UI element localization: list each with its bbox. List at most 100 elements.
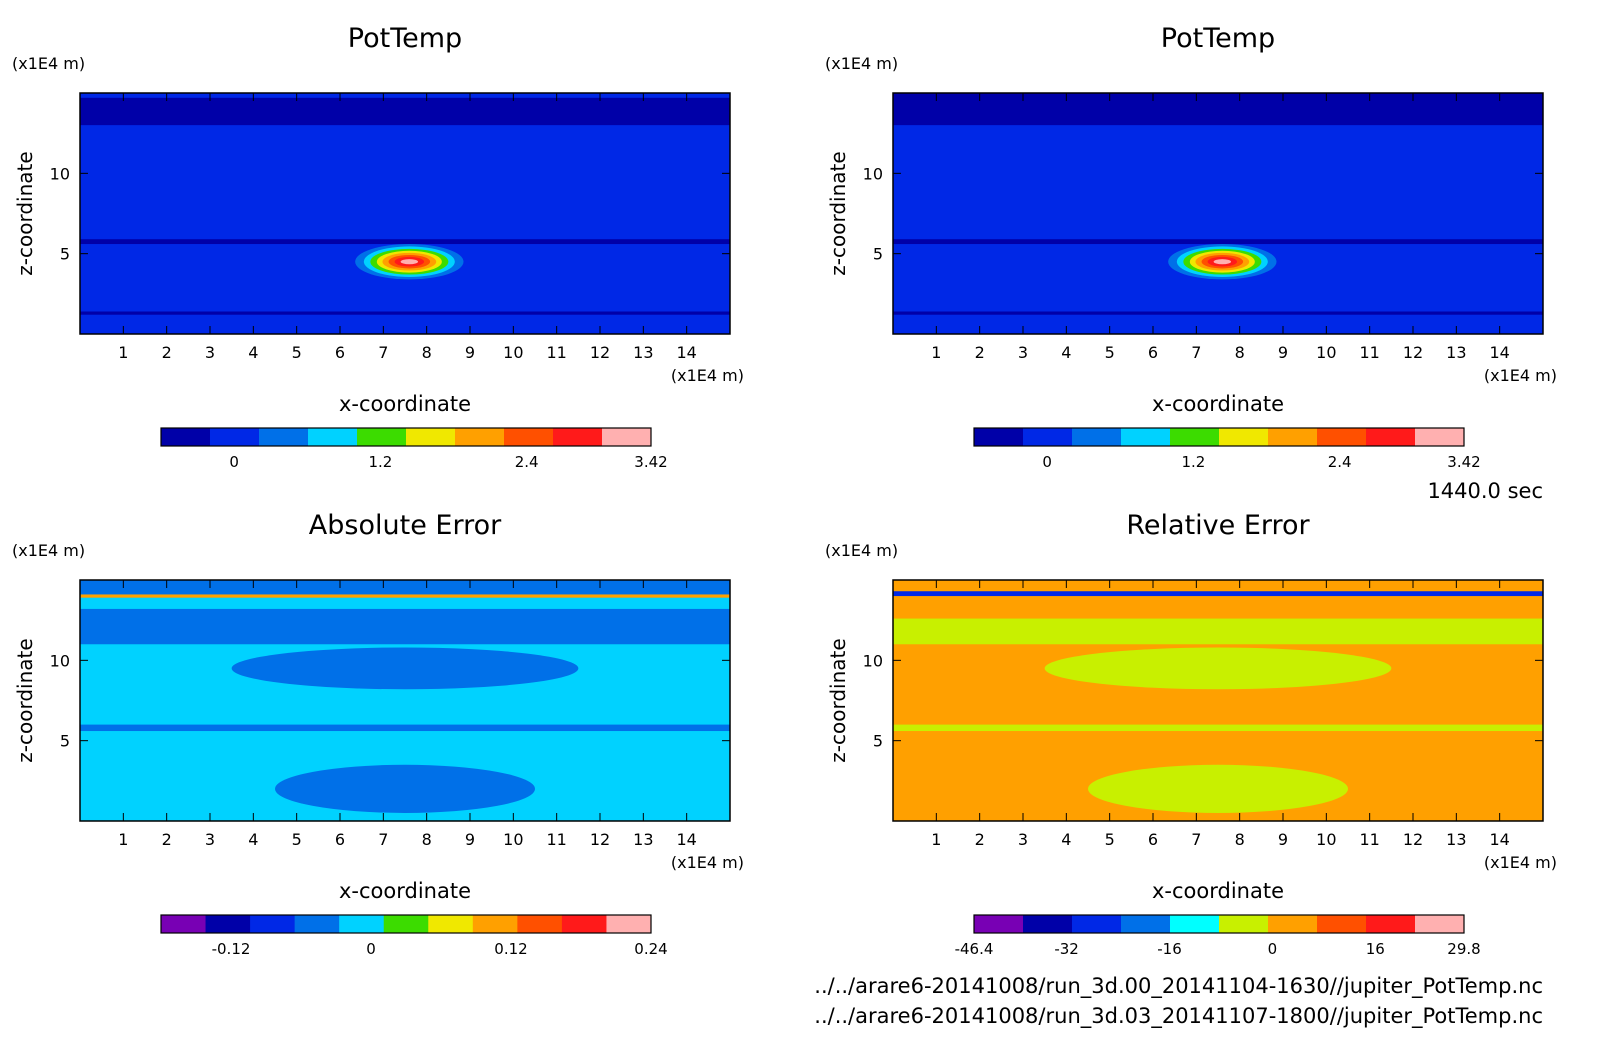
x-tick-label: 7 — [378, 343, 388, 362]
x-tick-label: 6 — [335, 343, 345, 362]
x-tick-label: 4 — [1061, 830, 1071, 849]
colorbar-swatch — [250, 915, 296, 933]
colorbar-swatch — [602, 428, 652, 446]
x-tick-label: 5 — [292, 343, 302, 362]
heatmap-band-2 — [893, 618, 1543, 645]
heatmap-region-2 — [1127, 694, 1318, 717]
x-tick-label: 4 — [1061, 343, 1071, 362]
x-tick-label: 12 — [1403, 830, 1423, 849]
heatmap-band-1 — [893, 591, 1543, 597]
x-tick-label: 11 — [1359, 343, 1379, 362]
x-tick-label: 8 — [1235, 830, 1245, 849]
colorbar-tick-label: -0.12 — [212, 940, 251, 958]
colorbar-swatch — [428, 915, 474, 933]
colorbar-tick-label: -16 — [1157, 940, 1182, 958]
colorbar-tick-label: -32 — [1054, 940, 1079, 958]
x-tick-label: 3 — [1018, 343, 1028, 362]
x-unit-label: (x1E4 m) — [1484, 366, 1557, 385]
x-tick-label: 14 — [676, 830, 696, 849]
colorbar-swatch — [1170, 428, 1220, 446]
colorbar-swatch — [504, 428, 554, 446]
x-tick-label: 5 — [292, 830, 302, 849]
colorbar-swatch — [561, 915, 607, 933]
x-axis-label: x-coordinate — [339, 392, 471, 416]
x-tick-label: 1 — [931, 830, 941, 849]
y-unit-label: (x1E4 m) — [12, 541, 85, 560]
x-tick-label: 2 — [975, 830, 985, 849]
heatmap-field — [80, 580, 730, 821]
x-tick-label: 2 — [162, 343, 172, 362]
colorbar-tick-label: 3.42 — [1447, 453, 1480, 471]
heatmap-band-3 — [80, 608, 730, 645]
y-axis-label: z-coordinate — [13, 151, 37, 275]
colorbar-swatch — [357, 428, 407, 446]
x-tick-label: 10 — [1316, 830, 1336, 849]
plot-frame — [892, 92, 1544, 335]
file-path-2: ../../arare6-20141008/run_3d.03_20141107… — [814, 1004, 1543, 1029]
heatmap-region-8 — [1213, 259, 1232, 265]
x-tick-label: 11 — [546, 343, 566, 362]
colorbar-frame — [160, 427, 652, 447]
colorbar-swatch — [161, 428, 211, 446]
colorbar-tick-label: 0 — [1042, 453, 1052, 471]
colorbar-swatch — [1170, 915, 1220, 933]
x-tick-label: 5 — [1105, 343, 1115, 362]
colorbar-swatch — [1219, 428, 1269, 446]
chart-title: PotTemp — [348, 23, 462, 54]
heatmap-band-1 — [80, 580, 730, 595]
x-tick-label: 9 — [1278, 830, 1288, 849]
colorbar-swatch — [210, 428, 260, 446]
x-tick-label: 1 — [118, 830, 128, 849]
colorbar-tick-label: 2.4 — [1328, 453, 1352, 471]
heatmap-background — [80, 93, 730, 334]
time-label: 1440.0 sec — [1427, 479, 1543, 503]
y-tick-label: 5 — [873, 245, 883, 264]
x-tick-label: 13 — [1446, 343, 1466, 362]
heatmap-region-2 — [314, 694, 505, 717]
x-tick-label: 1 — [931, 343, 941, 362]
colorbar-tick-label: 1.2 — [1181, 453, 1205, 471]
x-tick-label: 14 — [676, 343, 696, 362]
heatmap-region-3 — [275, 764, 535, 813]
x-tick-label: 12 — [590, 830, 610, 849]
colorbar-swatch — [553, 428, 603, 446]
heatmap-band-2 — [80, 594, 730, 598]
colorbar-swatch — [517, 915, 563, 933]
x-unit-label: (x1E4 m) — [1484, 853, 1557, 872]
heatmap-band-3 — [893, 724, 1543, 732]
x-tick-label: 9 — [465, 830, 475, 849]
x-tick-label: 3 — [1018, 830, 1028, 849]
colorbar-swatch — [974, 915, 1024, 933]
x-tick-label: 8 — [422, 830, 432, 849]
x-tick-label: 2 — [975, 343, 985, 362]
x-tick-label: 14 — [1489, 830, 1509, 849]
x-tick-label: 13 — [633, 343, 653, 362]
x-unit-label: (x1E4 m) — [671, 366, 744, 385]
colorbar: -0.12 0 0.12 0.24 — [160, 914, 668, 958]
colorbar-tick-label: 29.8 — [1447, 940, 1480, 958]
y-tick-label: 5 — [873, 732, 883, 751]
x-tick-label: 6 — [335, 830, 345, 849]
colorbar-tick-label: 3.42 — [634, 453, 667, 471]
colorbar-tick-label: 1.2 — [368, 453, 392, 471]
colorbar-tick-label: 0.24 — [634, 940, 667, 958]
colorbar-swatch — [1268, 915, 1318, 933]
x-tick-label: 9 — [1278, 343, 1288, 362]
y-tick-label: 10 — [863, 164, 883, 183]
colorbar-swatch — [294, 915, 340, 933]
x-tick-label: 9 — [465, 343, 475, 362]
heatmap-background — [893, 93, 1543, 334]
heatmap-band-1 — [893, 93, 1543, 126]
colorbar-swatch — [1072, 915, 1122, 933]
x-tick-label: 12 — [590, 343, 610, 362]
colorbar-swatch — [1415, 428, 1465, 446]
colorbar-frame — [973, 914, 1465, 934]
x-axis-label: x-coordinate — [339, 879, 471, 903]
x-tick-label: 7 — [1191, 343, 1201, 362]
heatmap-band-4 — [80, 724, 730, 732]
colorbar-swatch — [1317, 428, 1367, 446]
x-tick-label: 11 — [1359, 830, 1379, 849]
x-axis-label: x-coordinate — [1152, 392, 1284, 416]
y-tick-label: 10 — [50, 164, 70, 183]
